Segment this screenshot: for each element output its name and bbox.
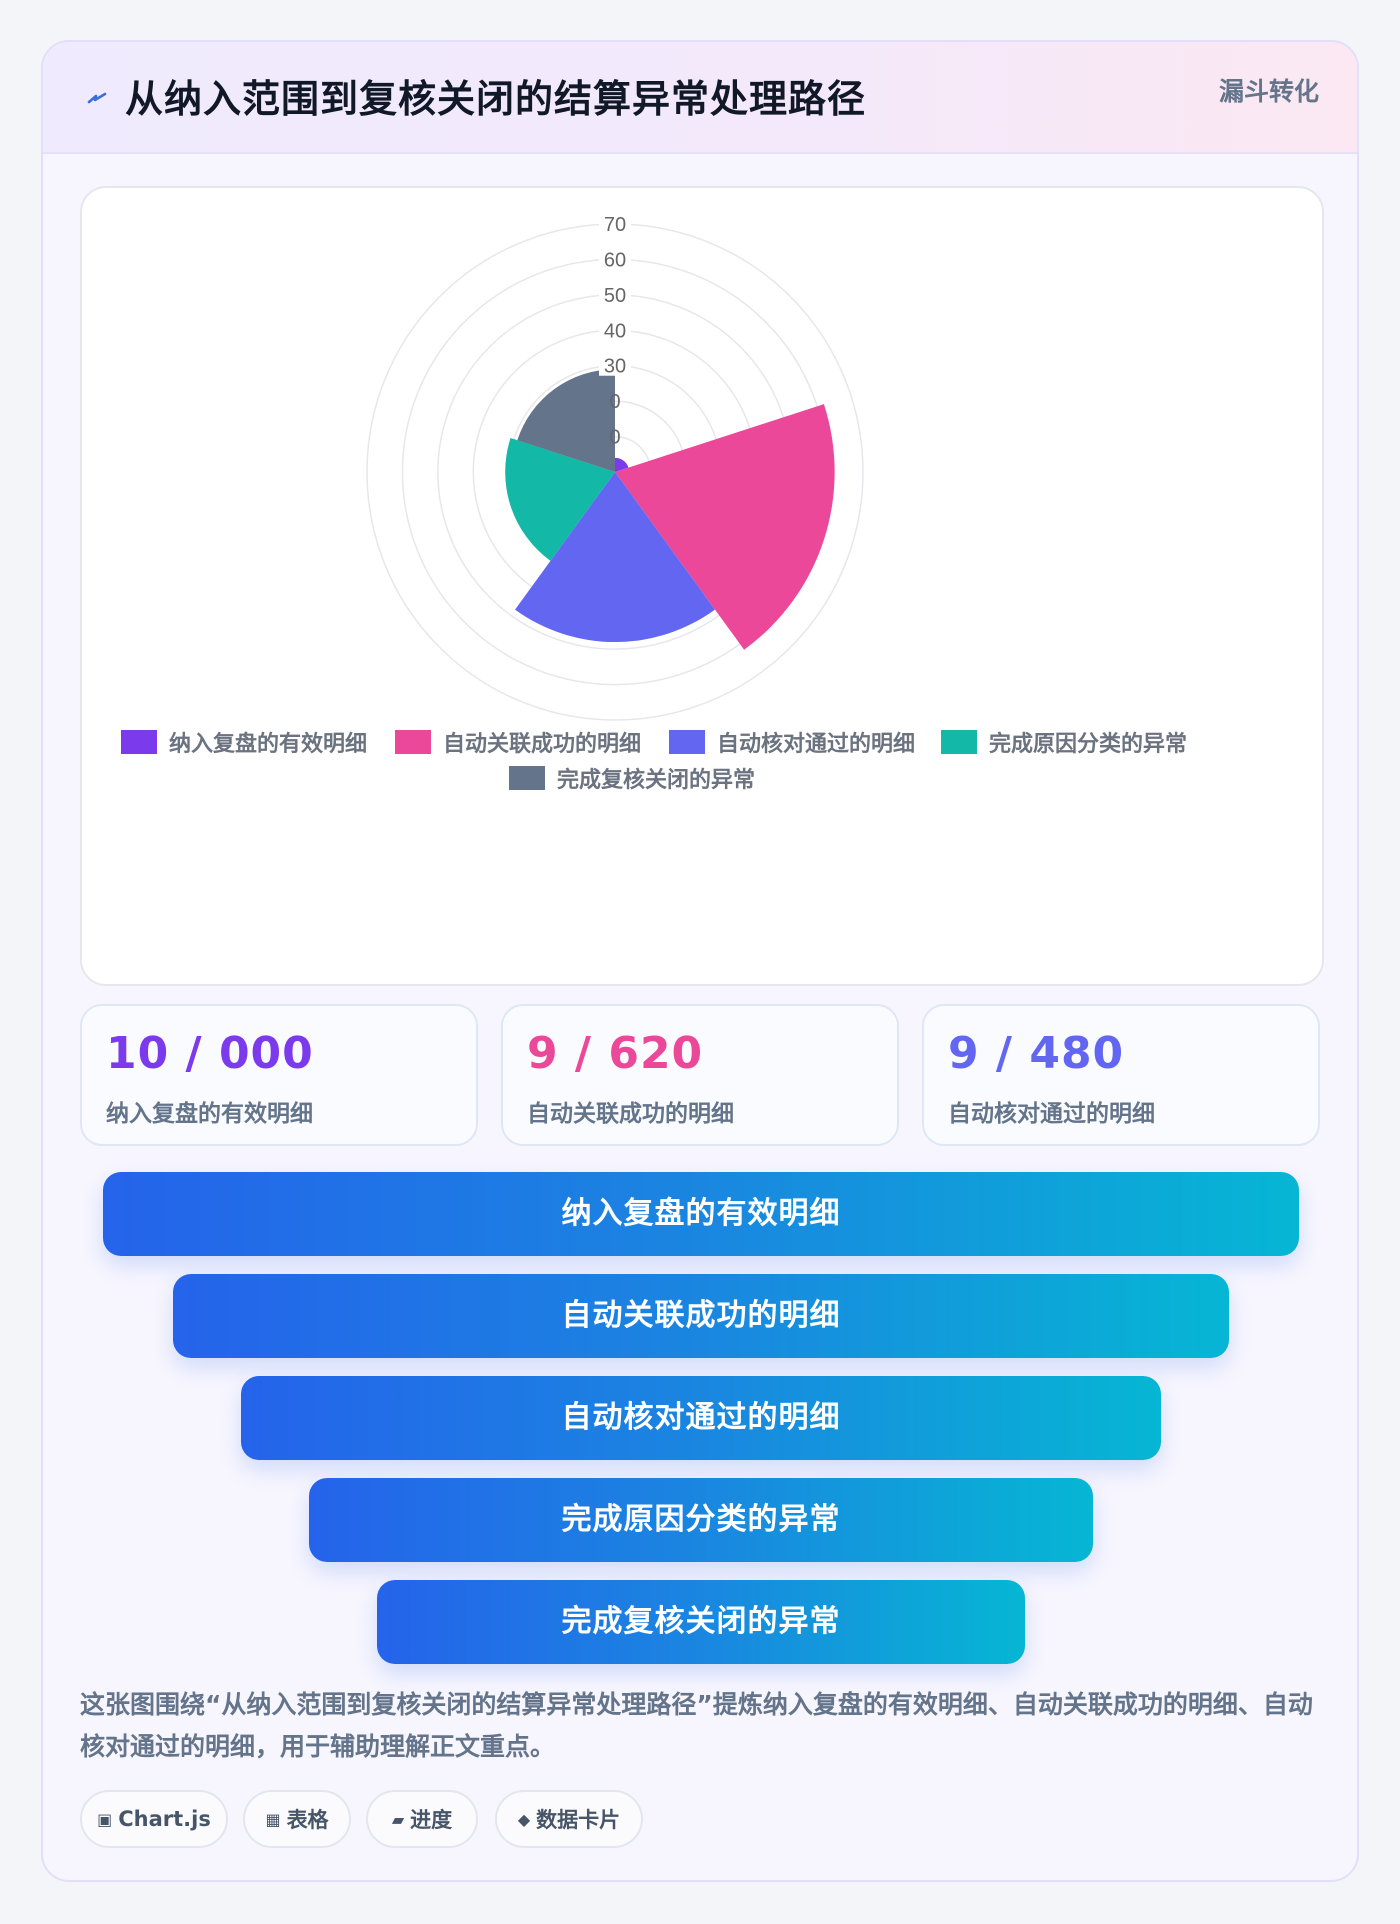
diamond-icon: ◆: [517, 1809, 531, 1829]
r-tick-label-1: 0: [609, 391, 620, 413]
chip-label: Chart.js: [118, 1807, 211, 1831]
polar-slice-3[interactable]: [505, 438, 615, 561]
r-tick-bg-6: [599, 214, 631, 234]
stat-card-1: 9 / 620 自动关联成功的明细: [501, 1004, 899, 1146]
r-tick-label-6: 70: [604, 214, 626, 236]
polar-slice-4[interactable]: [517, 369, 615, 472]
r-tick-label-5: 60: [604, 249, 626, 271]
progress-icon: ▰: [391, 1809, 405, 1829]
chip-label: 进度: [410, 1808, 453, 1832]
r-tick-bg-3: [599, 320, 631, 341]
funnel-stage-3: 完成原因分类的异常: [309, 1478, 1093, 1562]
chip-table[interactable]: ▦ 表格: [243, 1790, 351, 1848]
stat-card-0: 10 / 000 纳入复盘的有效明细: [80, 1004, 478, 1146]
funnel-stage-2: 自动核对通过的明细: [241, 1376, 1161, 1460]
chart-panel: 0 0 30 40 50 60 70: [80, 186, 1324, 986]
chart-description: 这张图围绕“从纳入范围到复核关闭的结算异常处理路径”提炼纳入复盘的有效明细、自动…: [80, 1690, 1313, 1761]
stat-value: 10 / 000: [106, 1028, 314, 1079]
chip-progress[interactable]: ▰ 进度: [366, 1790, 478, 1848]
r-tick-label-4: 50: [604, 285, 626, 307]
stat-label: 纳入复盘的有效明细: [106, 1101, 313, 1127]
funnel-stage-1: 自动关联成功的明细: [173, 1274, 1229, 1358]
stat-value: 9 / 480: [948, 1028, 1125, 1079]
lightning-icon: [87, 92, 107, 104]
polar-area-chart: 0 0 30 40 50 60 70: [366, 214, 864, 721]
chip-chartjs[interactable]: ▣ Chart.js: [80, 1790, 228, 1848]
funnel-stage-4: 完成复核关闭的异常: [377, 1580, 1025, 1664]
r-tick-label-2: 30: [604, 356, 626, 378]
stat-value: 9 / 620: [527, 1028, 704, 1079]
stat-card-2: 9 / 480 自动核对通过的明细: [922, 1004, 1320, 1146]
funnel-stage-0: 纳入复盘的有效明细: [103, 1172, 1299, 1256]
r-tick-label-0: 0: [609, 427, 620, 449]
table-icon: ▦: [265, 1809, 281, 1829]
report-card: 从纳入范围到复核关闭的结算异常处理路径 漏斗转化 0 0 30 40 50 60 70 纳入…: [41, 40, 1359, 1882]
stat-label: 自动核对通过的明细: [948, 1101, 1155, 1127]
polar-slice-0[interactable]: [615, 457, 629, 472]
chart-type-tag: 漏斗转化: [1218, 77, 1319, 106]
r-tick-bg-2: [599, 355, 631, 376]
chip-label: 表格: [286, 1808, 329, 1832]
r-tick-label-3: 40: [604, 320, 626, 342]
card-header: 从纳入范围到复核关闭的结算异常处理路径 漏斗转化: [43, 42, 1357, 154]
polar-slice-2[interactable]: [515, 472, 715, 643]
r-tick-bg-5: [599, 249, 631, 270]
page-title: 从纳入范围到复核关闭的结算异常处理路径: [125, 77, 867, 121]
chip-label: 数据卡片: [536, 1808, 621, 1832]
chip-data-card[interactable]: ◆ 数据卡片: [495, 1790, 643, 1848]
r-tick-bg-4: [599, 284, 631, 305]
polar-slice-1[interactable]: [615, 404, 835, 650]
stat-label: 自动关联成功的明细: [527, 1101, 734, 1127]
chart-icon: ▣: [97, 1809, 113, 1829]
